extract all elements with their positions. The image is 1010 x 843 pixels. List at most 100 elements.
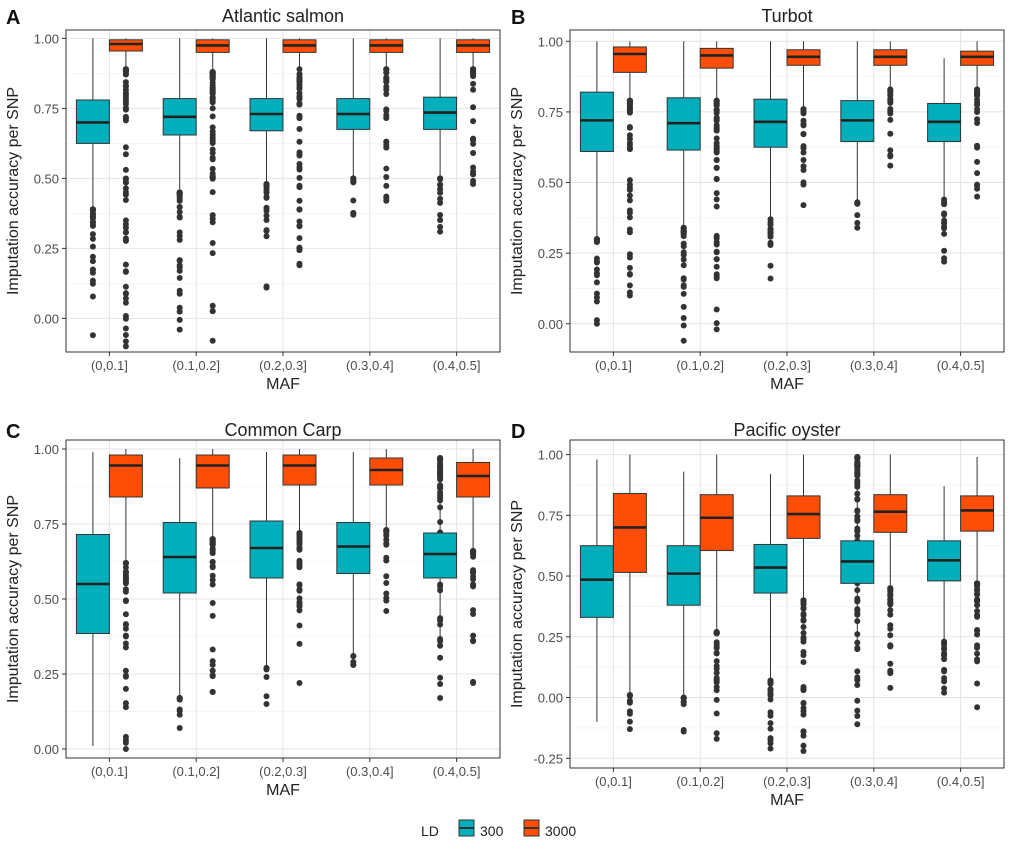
x-tick-label: (0.3,0.4] xyxy=(346,764,394,779)
outlier-point xyxy=(89,231,96,238)
outlier-point xyxy=(767,692,774,699)
outlier-point xyxy=(887,632,894,639)
outlier-point xyxy=(437,504,444,511)
outlier-point xyxy=(122,325,129,332)
box-3000-0 xyxy=(612,454,647,733)
outlier-point xyxy=(437,186,444,193)
panel-title: Pacific oyster xyxy=(733,420,840,440)
outlier-point xyxy=(470,177,477,184)
outlier-point xyxy=(941,678,948,685)
box-3000-2 xyxy=(786,41,821,209)
box-iqr xyxy=(666,545,701,606)
outlier-point xyxy=(941,211,948,218)
y-tick-label: 0.75 xyxy=(34,517,59,532)
outlier-point xyxy=(800,143,807,150)
outlier-point xyxy=(176,229,183,236)
outlier-point xyxy=(89,235,96,242)
outlier-point xyxy=(887,130,894,137)
x-tick-label: (0.3,0.4] xyxy=(346,358,394,373)
outlier-point xyxy=(122,625,129,632)
outlier-point xyxy=(122,570,129,577)
x-tick-label: (0.4,0.5] xyxy=(937,774,985,789)
outlier-point xyxy=(854,668,861,675)
outlier-point xyxy=(89,243,96,250)
outlier-point xyxy=(680,233,687,240)
outlier-point xyxy=(176,264,183,271)
y-tick-label: 1.00 xyxy=(34,442,59,457)
outlier-point xyxy=(383,165,390,172)
outlier-point xyxy=(122,685,129,692)
outlier-point xyxy=(437,212,444,219)
outlier-point xyxy=(680,303,687,310)
outlier-point xyxy=(176,236,183,243)
outlier-point xyxy=(122,114,129,121)
outlier-point xyxy=(800,131,807,138)
outlier-point xyxy=(209,149,216,156)
outlier-point xyxy=(974,607,981,614)
box-300-0 xyxy=(579,459,614,722)
outlier-point xyxy=(626,699,633,706)
outlier-point xyxy=(767,745,774,752)
box-300-3 xyxy=(336,38,371,218)
outlier-point xyxy=(854,682,861,689)
outlier-point xyxy=(263,665,270,672)
outlier-point xyxy=(941,652,948,659)
x-axis-title: MAF xyxy=(266,782,300,799)
legend: LD 300 3000 xyxy=(421,819,576,839)
outlier-point xyxy=(887,147,894,154)
box-iqr xyxy=(612,46,647,73)
outlier-point xyxy=(713,196,720,203)
outlier-point xyxy=(713,639,720,646)
outlier-point xyxy=(767,725,774,732)
y-tick-label: 0.50 xyxy=(34,171,59,186)
outlier-point xyxy=(800,110,807,117)
outlier-point xyxy=(974,642,981,649)
outlier-point xyxy=(713,665,720,672)
outlier-point xyxy=(593,258,600,265)
outlier-point xyxy=(383,106,390,113)
x-axis-title: MAF xyxy=(266,376,300,393)
outlier-point xyxy=(470,137,477,144)
outlier-point xyxy=(713,658,720,665)
outlier-point xyxy=(209,154,216,161)
outlier-point xyxy=(680,322,687,329)
outlier-point xyxy=(887,625,894,632)
outlier-point xyxy=(263,216,270,223)
outlier-point xyxy=(209,124,216,131)
outlier-point xyxy=(713,144,720,151)
y-tick-label: 0.50 xyxy=(538,176,563,191)
outlier-point xyxy=(383,174,390,181)
outlier-point xyxy=(767,275,774,282)
outlier-point xyxy=(350,178,357,185)
outlier-point xyxy=(767,219,774,226)
box-300-0 xyxy=(75,452,110,746)
outlier-point xyxy=(680,249,687,256)
outlier-point xyxy=(713,190,720,197)
box-300-0 xyxy=(75,38,110,339)
outlier-point xyxy=(800,601,807,608)
outlier-point xyxy=(470,638,477,645)
outlier-point xyxy=(122,71,129,78)
outlier-point xyxy=(767,735,774,742)
box-iqr xyxy=(699,494,734,552)
outlier-point xyxy=(470,678,477,685)
x-tick-label: (0,0.1] xyxy=(595,774,632,789)
outlier-point xyxy=(122,299,129,306)
outlier-point xyxy=(974,86,981,93)
outlier-point xyxy=(854,490,861,497)
outlier-point xyxy=(437,181,444,188)
outlier-point xyxy=(176,213,183,220)
outlier-point xyxy=(974,193,981,200)
box-300-1 xyxy=(666,471,701,735)
outlier-point xyxy=(800,728,807,735)
box-300-4 xyxy=(423,455,458,701)
outlier-point xyxy=(263,674,270,681)
outlier-point xyxy=(854,532,861,539)
outlier-point xyxy=(296,680,303,686)
panel-C: 0.00 0.25 0.50 0.75 1.00 (0,0.1] (0.1,0.2] (0.2… xyxy=(5,420,501,799)
outlier-point xyxy=(122,667,129,674)
outlier-point xyxy=(626,146,633,153)
outlier-point xyxy=(713,644,720,651)
x-axis-title: MAF xyxy=(770,376,804,393)
outlier-point xyxy=(680,282,687,289)
